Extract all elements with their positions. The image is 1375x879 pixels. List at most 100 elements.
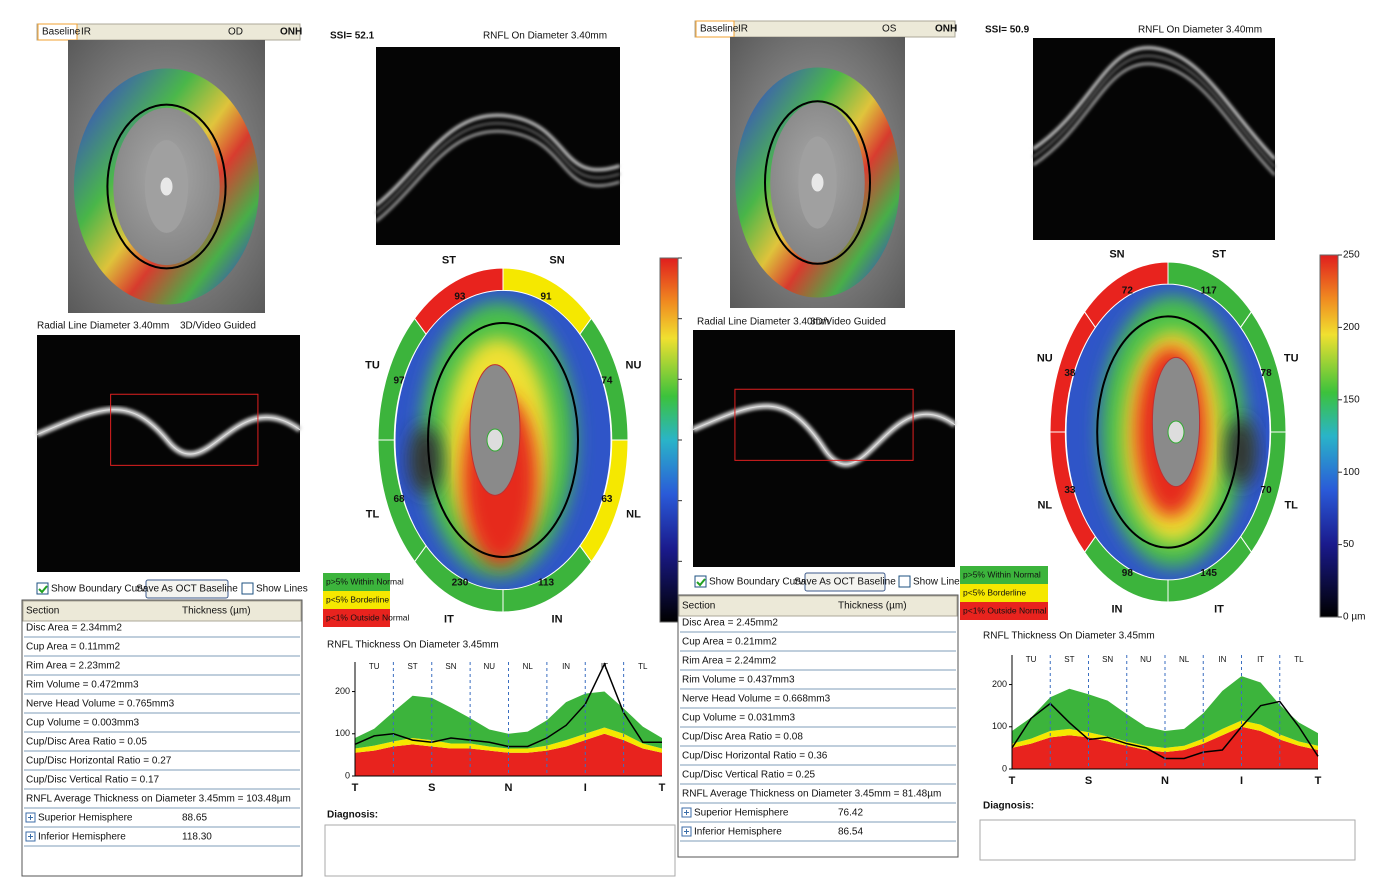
checkbox bbox=[242, 583, 253, 594]
sector-label: NL bbox=[1037, 499, 1052, 511]
table-cell: RNFL Average Thickness on Diameter 3.45m… bbox=[682, 789, 941, 800]
map-blob bbox=[1226, 418, 1257, 486]
oct-scan bbox=[376, 47, 620, 245]
table-cell: Cup/Disc Horizontal Ratio = 0.36 bbox=[682, 751, 828, 762]
tab[interactable]: IR bbox=[81, 27, 91, 38]
table-header bbox=[23, 601, 301, 621]
table-cell: Cup Volume = 0.031mm3 bbox=[682, 713, 796, 724]
ssi: SSI= 52.1 bbox=[330, 31, 375, 42]
color-tick-label: 200 bbox=[1343, 322, 1360, 333]
table-cell: Disc Area = 2.45mm2 bbox=[682, 618, 778, 629]
table-cell: Rim Area = 2.23mm2 bbox=[26, 661, 121, 672]
sector-value: 38 bbox=[1064, 368, 1076, 379]
sector-value: 113 bbox=[538, 578, 555, 589]
optic-cup bbox=[161, 178, 173, 196]
sector-value: 93 bbox=[454, 292, 466, 303]
x-axis-label: N bbox=[1161, 775, 1169, 787]
color-tick-label: 0 µm bbox=[1343, 612, 1365, 623]
table-cell: Cup/Disc Horizontal Ratio = 0.27 bbox=[26, 756, 172, 767]
sector-value: 97 bbox=[394, 375, 406, 386]
checkbox-label[interactable]: Show Lines bbox=[256, 584, 308, 595]
table-cell: 88.65 bbox=[182, 813, 207, 824]
color-bar bbox=[660, 258, 678, 622]
legend-label: p<1% Outside Normal bbox=[326, 612, 409, 622]
guided-label: 3D/Video Guided bbox=[180, 321, 256, 332]
sector-value: 91 bbox=[540, 292, 552, 303]
sector-label: SN bbox=[1109, 248, 1124, 260]
checkbox bbox=[899, 576, 910, 587]
scan-title: RNFL On Diameter 3.40mm bbox=[483, 31, 607, 42]
sector-label: TL bbox=[1284, 499, 1298, 511]
map-blob bbox=[409, 426, 442, 495]
sector-label: IT bbox=[1214, 603, 1224, 615]
radial-title: Radial Line Diameter 3.40mm bbox=[37, 321, 169, 332]
checkbox-label[interactable]: Show Lines bbox=[913, 577, 965, 588]
header-cell: Thickness (µm) bbox=[182, 606, 251, 617]
table-cell: Rim Area = 2.24mm2 bbox=[682, 656, 777, 667]
legend-label: p>5% Within Normal bbox=[963, 569, 1041, 579]
table-cell: Cup Area = 0.11mm2 bbox=[26, 642, 120, 653]
sector-axis-label: TU bbox=[369, 662, 380, 671]
view-label: ONH bbox=[280, 27, 302, 38]
sector-axis-label: NU bbox=[484, 662, 496, 671]
table-cell: Nerve Head Volume = 0.668mm3 bbox=[682, 694, 831, 705]
eye-label: OD bbox=[228, 27, 243, 38]
table-cell: 86.54 bbox=[838, 827, 863, 838]
table-cell: Rim Volume = 0.437mm3 bbox=[682, 675, 795, 686]
table-cell: Inferior Hemisphere bbox=[38, 832, 126, 843]
sector-label: IN bbox=[1111, 603, 1122, 615]
y-tick-label: 100 bbox=[992, 721, 1007, 731]
cup-center bbox=[1168, 421, 1184, 443]
button-label[interactable]: Save As OCT Baseline bbox=[136, 584, 238, 595]
sector-axis-label: IN bbox=[562, 662, 570, 671]
color-tick-label: 100 bbox=[1343, 467, 1360, 478]
tab[interactable]: Baseline bbox=[42, 27, 81, 38]
button-label[interactable]: Save As OCT Baseline bbox=[794, 577, 896, 588]
sector-value: 68 bbox=[394, 494, 406, 505]
y-tick-label: 0 bbox=[1002, 763, 1007, 773]
header-cell: Section bbox=[26, 606, 59, 617]
sector-label: TU bbox=[1284, 352, 1299, 364]
tab[interactable]: Baseline bbox=[700, 24, 739, 35]
eye-panel: BaselineIROSONHSSI= 50.9RNFL On Diameter… bbox=[678, 21, 1365, 860]
legend-label: p<5% Borderline bbox=[963, 587, 1026, 597]
sector-label: SN bbox=[549, 254, 564, 266]
sector-label: ST bbox=[1212, 248, 1226, 260]
table-cell: Superior Hemisphere bbox=[38, 813, 133, 824]
sector-label: IT bbox=[444, 613, 454, 625]
diagnosis-box[interactable] bbox=[325, 825, 675, 876]
sector-label: NU bbox=[626, 360, 642, 372]
sector-label: NL bbox=[626, 508, 641, 520]
table-cell: Cup/Disc Area Ratio = 0.05 bbox=[26, 737, 147, 748]
scan-title: RNFL On Diameter 3.40mm bbox=[1138, 25, 1262, 36]
x-axis-label: T bbox=[352, 782, 359, 794]
view-label: ONH bbox=[935, 24, 957, 35]
sector-label: IN bbox=[552, 613, 563, 625]
header-cell: Thickness (µm) bbox=[838, 601, 907, 612]
x-axis-label: T bbox=[659, 782, 666, 794]
table-cell: 118.30 bbox=[182, 832, 212, 843]
cup-center bbox=[487, 429, 503, 451]
x-axis-label: T bbox=[1315, 775, 1322, 787]
table-cell: Rim Volume = 0.472mm3 bbox=[26, 680, 139, 691]
legend-label: p<5% Borderline bbox=[326, 594, 389, 604]
sector-axis-label: NL bbox=[523, 662, 534, 671]
x-axis-label: T bbox=[1009, 775, 1016, 787]
table-cell: Disc Area = 2.34mm2 bbox=[26, 623, 122, 634]
diagnosis-box[interactable] bbox=[980, 820, 1355, 860]
sector-value: 70 bbox=[1261, 485, 1273, 496]
y-tick-label: 200 bbox=[335, 686, 350, 696]
table-cell: Cup Area = 0.21mm2 bbox=[682, 637, 777, 648]
sector-value: 33 bbox=[1064, 485, 1076, 496]
color-tick-label: 150 bbox=[1343, 394, 1360, 405]
sector-label: TL bbox=[366, 508, 380, 520]
color-tick-label: 250 bbox=[1343, 250, 1360, 261]
sector-value: 74 bbox=[601, 375, 613, 386]
optic-cup bbox=[812, 174, 824, 192]
sector-axis-label: NU bbox=[1140, 655, 1152, 664]
table-header bbox=[679, 596, 957, 616]
sector-axis-label: NL bbox=[1179, 655, 1190, 664]
chart-title: RNFL Thickness On Diameter 3.45mm bbox=[327, 640, 499, 651]
tab[interactable]: IR bbox=[738, 24, 748, 35]
page: {"panels": [ {"tabs": ["Baseline", "IR"]… bbox=[0, 0, 1375, 879]
